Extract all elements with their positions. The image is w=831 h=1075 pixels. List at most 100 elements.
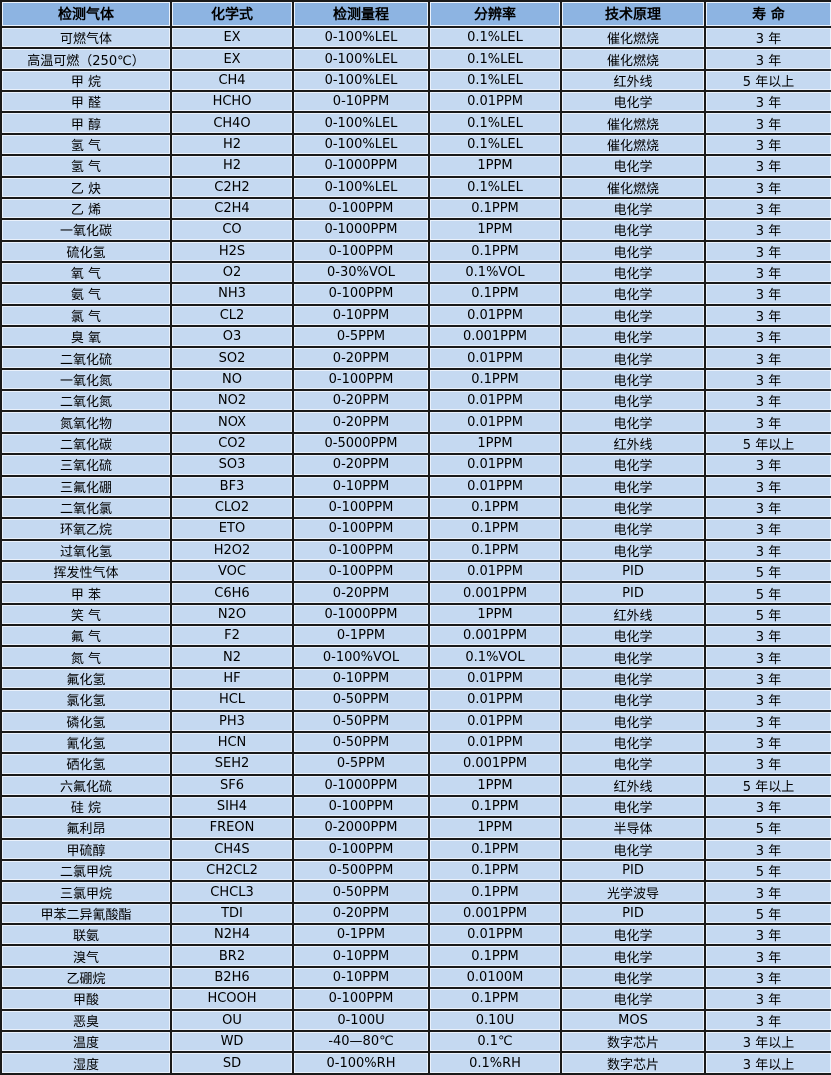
table-row: 笑 气 N2O 0-1000PPM 1PPM 红外线 5 年 — [0, 602, 831, 627]
cell-range: 0-50PPM — [292, 709, 430, 733]
cell-lifespan: 3 年 — [704, 1008, 831, 1032]
cell-resolution: 0.01PPM — [428, 688, 562, 712]
cell-resolution: 0.01PPM — [428, 303, 562, 328]
cell-resolution: 1PPM — [428, 218, 562, 242]
cell-principle: 电化学 — [560, 730, 706, 755]
cell-principle: 电化学 — [560, 837, 706, 862]
cell-formula: CHCL3 — [170, 880, 294, 904]
cell-lifespan: 3 年 — [704, 517, 831, 541]
cell-principle: 电化学 — [560, 367, 706, 392]
cell-gas: 三氧化硫 — [0, 453, 172, 477]
cell-resolution: 1PPM — [428, 816, 562, 840]
table-row: 二氧化硫 SO2 0-20PPM 0.01PPM 电化学 3 年 — [0, 346, 831, 370]
cell-lifespan: 3 年 — [704, 346, 831, 370]
cell-gas: 甲硫醇 — [0, 837, 172, 862]
cell-gas: 三氯甲烷 — [0, 880, 172, 904]
cell-formula: SF6 — [170, 773, 294, 797]
cell-principle: 电化学 — [560, 239, 706, 263]
cell-gas: 二氯甲烷 — [0, 858, 172, 883]
cell-gas: 硅 烷 — [0, 794, 172, 819]
cell-gas: 六氟化硫 — [0, 773, 172, 797]
cell-resolution: 0.1%LEL — [428, 25, 562, 50]
table-row: 氟 气 F2 0-1PPM 0.001PPM 电化学 3 年 — [0, 624, 831, 648]
cell-range: 0-100%RH — [292, 1051, 430, 1075]
table-row: 氮氧化物 NOX 0-20PPM 0.01PPM 电化学 3 年 — [0, 410, 831, 434]
cell-range: 0-10PPM — [292, 474, 430, 498]
cell-gas: 联氨 — [0, 923, 172, 947]
cell-resolution: 1PPM — [428, 602, 562, 627]
cell-range: 0-100%LEL — [292, 47, 430, 71]
cell-range: 0-500PPM — [292, 858, 430, 883]
cell-principle: 电化学 — [560, 453, 706, 477]
cell-formula: O2 — [170, 260, 294, 285]
cell-formula: C2H4 — [170, 196, 294, 221]
cell-lifespan: 3 年 — [704, 453, 831, 477]
column-header-resolution: 分辨率 — [428, 0, 562, 28]
cell-formula: VOC — [170, 559, 294, 584]
cell-formula: HCOOH — [170, 987, 294, 1011]
cell-range: 0-10PPM — [292, 303, 430, 328]
cell-formula: ETO — [170, 517, 294, 541]
cell-principle: 电化学 — [560, 282, 706, 306]
cell-range: 0-100%LEL — [292, 25, 430, 50]
cell-range: 0-10PPM — [292, 90, 430, 114]
cell-range: 0-100PPM — [292, 196, 430, 221]
cell-resolution: 0.01PPM — [428, 346, 562, 370]
cell-formula: SD — [170, 1051, 294, 1075]
table-row: 挥发性气体 VOC 0-100PPM 0.01PPM PID 5 年 — [0, 559, 831, 584]
cell-gas: 二氧化硫 — [0, 346, 172, 370]
cell-lifespan: 3 年 — [704, 965, 831, 990]
cell-gas: 溴气 — [0, 944, 172, 968]
header-row: 检测气体 化学式 检测量程 分辨率 技术原理 寿 命 — [0, 0, 831, 28]
cell-lifespan: 5 年 — [704, 581, 831, 605]
table-row: 磷化氢 PH3 0-50PPM 0.01PPM 电化学 3 年 — [0, 709, 831, 733]
cell-principle: 电化学 — [560, 794, 706, 819]
cell-formula: OU — [170, 1008, 294, 1032]
cell-resolution: 0.1%LEL — [428, 175, 562, 199]
cell-range: 0-1PPM — [292, 624, 430, 648]
cell-range: 0-100%LEL — [292, 175, 430, 199]
cell-resolution: 0.01PPM — [428, 90, 562, 114]
cell-principle: 电化学 — [560, 410, 706, 434]
cell-formula: HCL — [170, 688, 294, 712]
cell-lifespan: 3 年 — [704, 154, 831, 178]
cell-lifespan: 5 年 — [704, 559, 831, 584]
table-row: 三氟化硼 BF3 0-10PPM 0.01PPM 电化学 3 年 — [0, 474, 831, 498]
cell-principle: 电化学 — [560, 303, 706, 328]
cell-formula: C2H2 — [170, 175, 294, 199]
cell-resolution: 0.1PPM — [428, 880, 562, 904]
cell-lifespan: 3 年以上 — [704, 1051, 831, 1075]
cell-lifespan: 3 年 — [704, 923, 831, 947]
cell-resolution: 0.1PPM — [428, 837, 562, 862]
table-row: 氢 气 H2 0-100%LEL 0.1%LEL 催化燃烧 3 年 — [0, 132, 831, 157]
cell-range: 0-100PPM — [292, 517, 430, 541]
cell-lifespan: 3 年 — [704, 666, 831, 691]
cell-lifespan: 3 年 — [704, 389, 831, 413]
table-row: 甲 苯 C6H6 0-20PPM 0.001PPM PID 5 年 — [0, 581, 831, 605]
cell-principle: 电化学 — [560, 325, 706, 349]
cell-principle: 电化学 — [560, 90, 706, 114]
cell-gas: 硒化氢 — [0, 752, 172, 776]
cell-lifespan: 5 年以上 — [704, 68, 831, 93]
table-row: 过氧化氢 H2O2 0-100PPM 0.1PPM 电化学 3 年 — [0, 538, 831, 563]
cell-gas: 笑 气 — [0, 602, 172, 627]
cell-gas: 乙 炔 — [0, 175, 172, 199]
table-row: 甲硫醇 CH4S 0-100PPM 0.1PPM 电化学 3 年 — [0, 837, 831, 862]
cell-principle: 催化燃烧 — [560, 25, 706, 50]
column-header-principle: 技术原理 — [560, 0, 706, 28]
table-row: 氯化氢 HCL 0-50PPM 0.01PPM 电化学 3 年 — [0, 688, 831, 712]
table-row: 硒化氢 SEH2 0-5PPM 0.001PPM 电化学 3 年 — [0, 752, 831, 776]
cell-resolution: 0.1%VOL — [428, 645, 562, 669]
cell-gas: 环氧乙烷 — [0, 517, 172, 541]
cell-range: 0-20PPM — [292, 453, 430, 477]
cell-principle: 电化学 — [560, 495, 706, 520]
cell-resolution: 0.001PPM — [428, 752, 562, 776]
cell-resolution: 0.1%LEL — [428, 111, 562, 135]
cell-lifespan: 3 年 — [704, 709, 831, 733]
cell-resolution: 0.1%LEL — [428, 132, 562, 157]
cell-formula: CLO2 — [170, 495, 294, 520]
cell-formula: TDI — [170, 901, 294, 926]
cell-gas: 甲 烷 — [0, 68, 172, 93]
table-row: 氟化氢 HF 0-10PPM 0.01PPM 电化学 3 年 — [0, 666, 831, 691]
